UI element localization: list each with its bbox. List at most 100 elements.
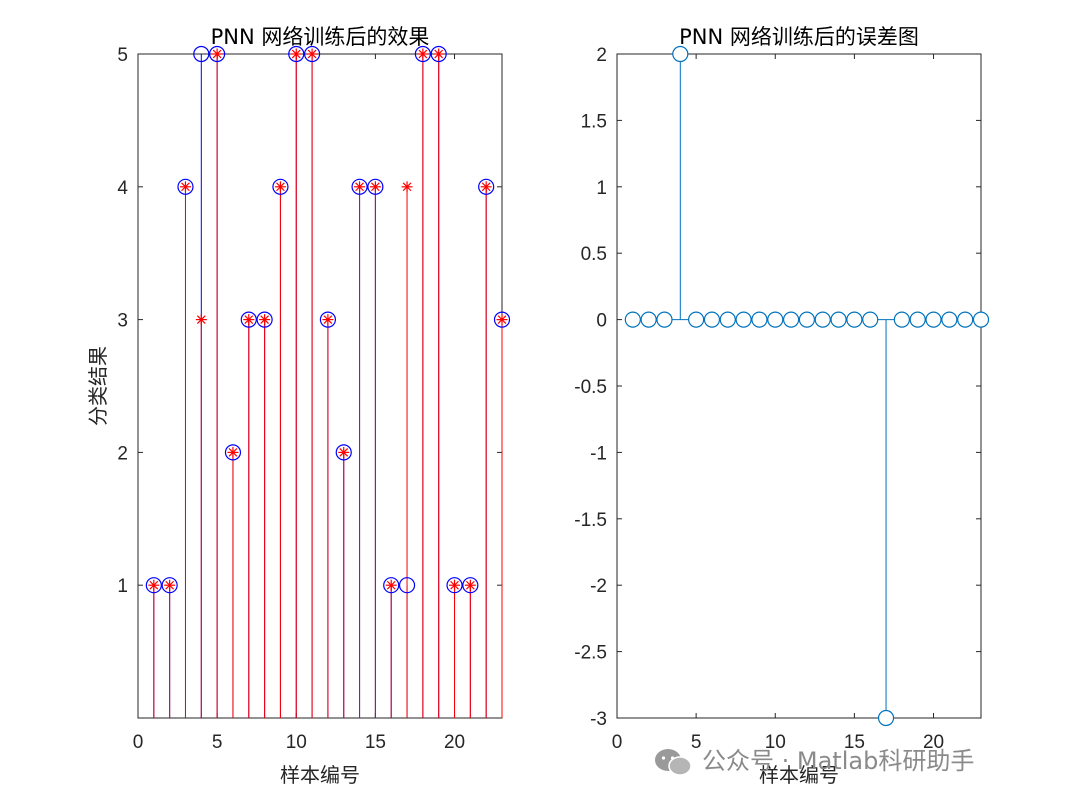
error-marker bbox=[925, 311, 942, 328]
error-marker bbox=[672, 45, 689, 63]
left-tick-labels: 0 5 10 15 20 1 2 3 4 5 bbox=[117, 45, 465, 753]
right-data-marks bbox=[624, 45, 990, 727]
error-marker bbox=[703, 311, 721, 328]
error-marker bbox=[719, 311, 736, 328]
error-marker bbox=[972, 311, 990, 328]
y-tick-label: -0.5 bbox=[574, 377, 607, 398]
predicted-marker bbox=[385, 579, 397, 591]
x-tick-label: 10 bbox=[765, 732, 786, 753]
y-tick-label: 2 bbox=[596, 45, 607, 66]
actual-marker bbox=[319, 311, 337, 328]
error-marker bbox=[767, 311, 784, 328]
error-marker bbox=[751, 311, 768, 328]
asterisk-stroke bbox=[465, 580, 475, 590]
predicted-marker bbox=[195, 314, 207, 326]
watermark-text: 公众号 · Matlab科研助手 bbox=[702, 747, 974, 775]
right-ticks bbox=[616, 53, 981, 719]
predicted-marker bbox=[401, 181, 413, 193]
predicted-marker bbox=[274, 181, 286, 193]
actual-marker bbox=[240, 311, 257, 328]
predicted-marker bbox=[322, 314, 334, 326]
left-y-axis-title: 分类结果 bbox=[86, 346, 110, 426]
predicted-marker bbox=[211, 48, 223, 60]
predicted-marker bbox=[338, 446, 350, 458]
asterisk-stroke bbox=[260, 315, 269, 324]
predicted-marker bbox=[354, 181, 366, 193]
left-plot: 0 5 10 15 20 1 2 3 4 5 PNN 网络训练后的效果 样本编号 分类结果 bbox=[86, 25, 511, 787]
left-data-marks bbox=[145, 45, 511, 718]
y-tick-label: 1.5 bbox=[581, 111, 607, 132]
asterisk-stroke bbox=[418, 49, 428, 59]
wechat-icon bbox=[655, 749, 692, 776]
y-tick-label: -2.5 bbox=[574, 643, 607, 664]
asterisk-stroke bbox=[402, 182, 412, 192]
right-axes-box bbox=[616, 53, 982, 719]
asterisk-stroke bbox=[339, 448, 349, 457]
x-tick-label: 20 bbox=[444, 732, 465, 753]
asterisk-stroke bbox=[371, 182, 380, 192]
predicted-marker bbox=[433, 48, 445, 60]
predicted-marker bbox=[164, 579, 176, 591]
asterisk-stroke bbox=[228, 448, 238, 457]
asterisk-stroke bbox=[450, 580, 459, 590]
predicted-marker bbox=[369, 181, 381, 193]
asterisk-stroke bbox=[196, 315, 206, 324]
y-tick-label: -2 bbox=[590, 576, 607, 597]
asterisk-stroke bbox=[276, 182, 285, 192]
actual-marker bbox=[493, 311, 511, 328]
error-marker bbox=[640, 311, 657, 328]
x-tick-label: 5 bbox=[212, 732, 223, 753]
left-plot-title: PNN 网络训练后的效果 bbox=[211, 25, 430, 49]
predicted-marker bbox=[306, 48, 318, 60]
predicted-marker bbox=[243, 314, 255, 326]
predicted-marker bbox=[227, 446, 239, 458]
actual-marker bbox=[383, 577, 400, 594]
actual-marker bbox=[272, 178, 289, 195]
error-marker bbox=[877, 709, 895, 727]
error-marker bbox=[688, 311, 705, 328]
asterisk-stroke bbox=[291, 49, 301, 59]
x-tick-label: 0 bbox=[133, 732, 144, 753]
actual-marker bbox=[209, 45, 226, 63]
actual-marker bbox=[193, 45, 210, 63]
x-tick-label: 5 bbox=[691, 732, 702, 753]
right-x-axis-title: 样本编号 bbox=[759, 763, 839, 787]
y-tick-label: 1 bbox=[117, 576, 128, 597]
actual-marker bbox=[430, 45, 447, 63]
actual-marker bbox=[446, 577, 463, 594]
y-tick-label: 5 bbox=[117, 45, 128, 66]
asterisk-stroke bbox=[165, 580, 175, 590]
asterisk-stroke bbox=[497, 315, 507, 324]
y-tick-label: 2 bbox=[117, 443, 128, 464]
watermark: 公众号 · Matlab科研助手 bbox=[655, 747, 974, 776]
error-marker bbox=[798, 311, 816, 328]
asterisk-stroke bbox=[386, 580, 396, 590]
left-x-axis-title: 样本编号 bbox=[280, 763, 360, 787]
x-tick-label: 15 bbox=[365, 732, 386, 753]
asterisk-stroke bbox=[355, 182, 364, 192]
error-marker bbox=[957, 311, 974, 328]
actual-marker bbox=[288, 45, 305, 63]
actual-marker bbox=[256, 311, 273, 328]
asterisk-stroke bbox=[307, 49, 317, 59]
y-tick-label: -3 bbox=[590, 709, 607, 730]
predicted-marker bbox=[449, 579, 461, 591]
predicted-marker bbox=[290, 48, 302, 60]
x-tick-label: 15 bbox=[844, 732, 865, 753]
predicted-marker bbox=[480, 181, 492, 193]
y-tick-label: 4 bbox=[117, 178, 128, 199]
asterisk-stroke bbox=[181, 182, 190, 192]
predicted-marker bbox=[417, 48, 429, 60]
error-marker bbox=[941, 311, 958, 328]
predicted-marker bbox=[496, 314, 508, 326]
actual-marker bbox=[351, 178, 368, 195]
predicted-marker bbox=[179, 181, 191, 193]
actual-marker bbox=[161, 577, 178, 594]
left-axes-box bbox=[137, 53, 503, 719]
asterisk-stroke bbox=[323, 315, 333, 324]
y-tick-label: -1 bbox=[590, 443, 607, 464]
predicted-marker bbox=[259, 314, 271, 326]
x-tick-label: 0 bbox=[612, 732, 623, 753]
actual-marker bbox=[335, 444, 352, 461]
